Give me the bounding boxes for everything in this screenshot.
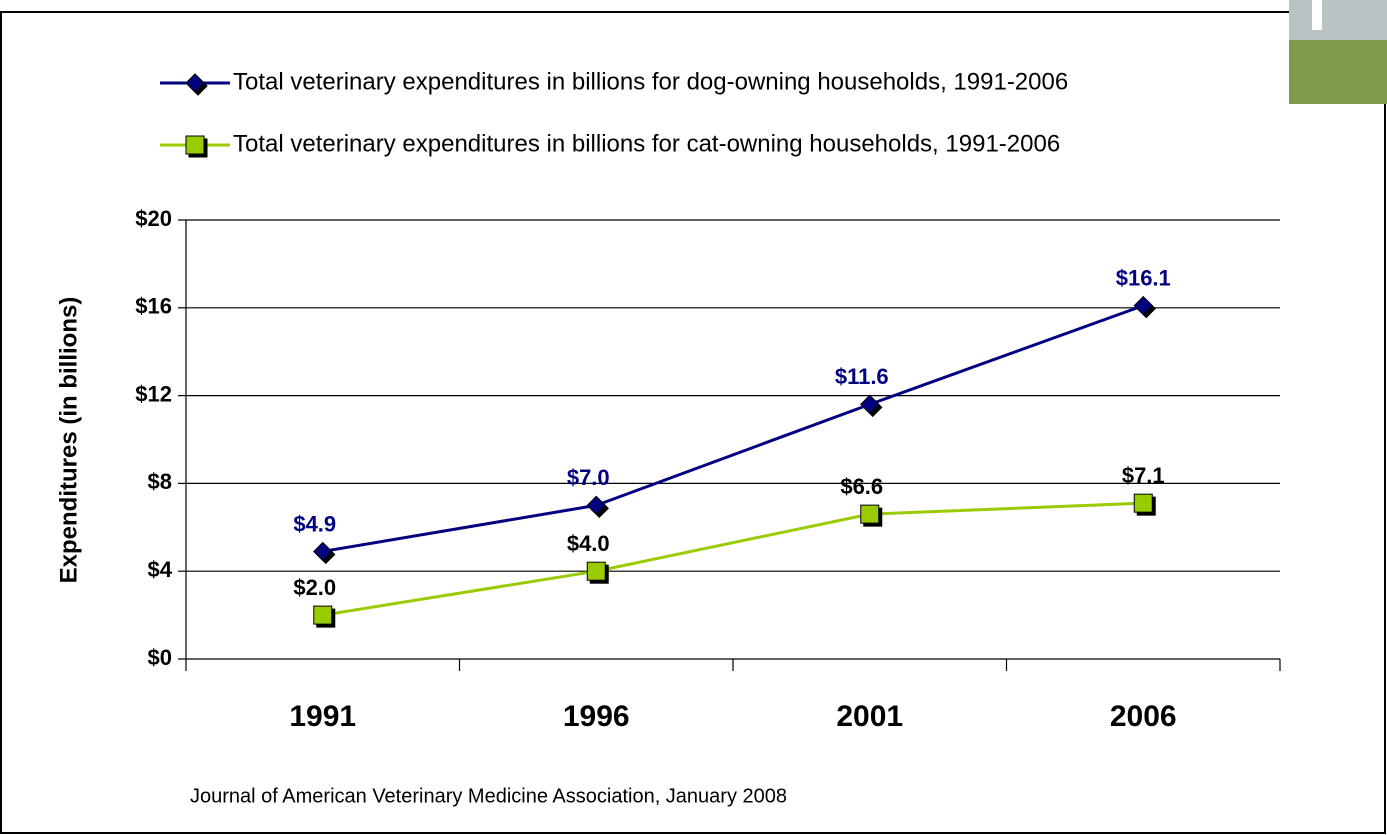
marker [860, 394, 880, 415]
series-line [322, 304, 1144, 553]
y-tick-label: $0 [148, 645, 172, 670]
data-label: $11.6 [835, 364, 889, 389]
x-tick-label: 1991 [289, 700, 356, 733]
legend-label: Total veterinary expenditures in billion… [233, 130, 1060, 157]
data-label: $7.0 [567, 465, 610, 490]
marker [1133, 493, 1153, 513]
data-label: $4.0 [567, 531, 610, 556]
data-label: $7.1 [1122, 463, 1165, 488]
marker [313, 541, 333, 562]
data-label: $16.1 [1116, 265, 1171, 290]
photo-sky [1289, 0, 1387, 40]
photo-thumbnail [1289, 0, 1387, 104]
y-axis-label: Expenditures (in billions) [55, 297, 82, 584]
data-label: $4.9 [293, 511, 336, 536]
x-tick-label: 2001 [836, 700, 903, 733]
data-label: $2.0 [293, 575, 336, 600]
y-tick-label: $20 [135, 206, 172, 231]
marker [586, 561, 606, 581]
x-tick-label: 1996 [563, 700, 630, 733]
x-tick-label: 2006 [1110, 700, 1177, 733]
marker [313, 605, 333, 625]
marker [185, 73, 205, 93]
frame [0, 11, 1386, 834]
marker [185, 135, 205, 155]
source-note: Journal of American Veterinary Medicine … [190, 785, 787, 807]
data-label: $6.6 [840, 474, 883, 499]
marker [860, 504, 880, 524]
marker [586, 495, 606, 516]
marker [1133, 295, 1153, 316]
series-line [322, 501, 1144, 617]
legend-label: Total veterinary expenditures in billion… [233, 68, 1068, 95]
y-tick-label: $8 [148, 469, 172, 494]
y-tick-label: $12 [135, 381, 172, 406]
y-tick-label: $16 [135, 294, 172, 319]
y-tick-label: $4 [148, 557, 173, 582]
photo-post [1312, 0, 1322, 30]
